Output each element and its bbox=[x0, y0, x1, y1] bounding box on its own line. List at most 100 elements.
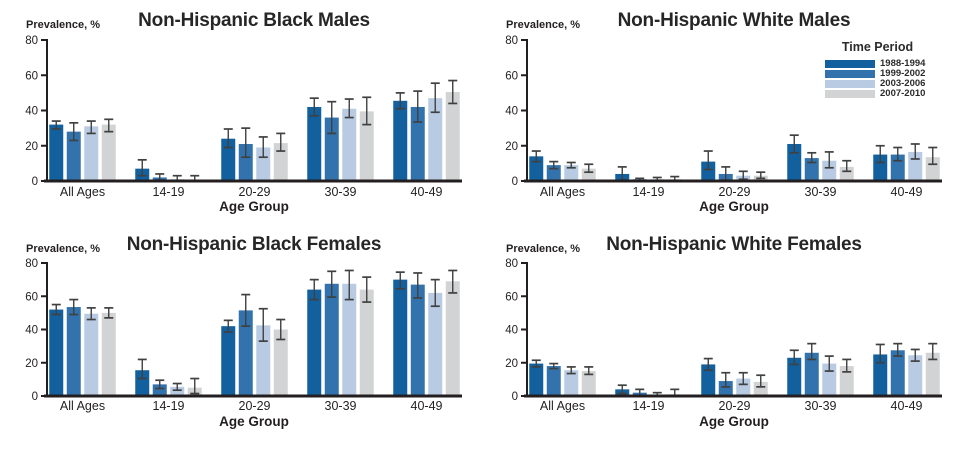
x-axis-label: Age Group bbox=[699, 199, 769, 214]
bar bbox=[221, 138, 236, 181]
x-category-label: All Ages bbox=[540, 399, 585, 413]
bar bbox=[701, 161, 716, 181]
bar bbox=[359, 111, 374, 181]
bar bbox=[581, 371, 596, 396]
bar bbox=[564, 370, 579, 396]
y-tick-label: 60 bbox=[505, 70, 518, 82]
bar bbox=[66, 307, 81, 396]
bar bbox=[49, 309, 64, 396]
x-category-label: 20-29 bbox=[239, 185, 271, 199]
bar bbox=[66, 131, 81, 181]
bar bbox=[307, 289, 322, 396]
bar bbox=[908, 355, 923, 396]
panel-non-hispanic-white-males: 0 20 40 60 80 All Ages 14-19 20-29 30-39 40-49 Pr… bbox=[480, 0, 960, 229]
y-tick-label: 20 bbox=[25, 358, 38, 370]
bar bbox=[152, 384, 167, 396]
x-category-label: 40-49 bbox=[411, 399, 443, 413]
y-axis-label: Prevalence, % bbox=[26, 243, 100, 255]
bar bbox=[393, 100, 408, 181]
x-category-label: 14-19 bbox=[633, 399, 665, 413]
bar bbox=[273, 329, 288, 396]
bar bbox=[701, 364, 716, 396]
legend-label: 2003-2006 bbox=[880, 78, 926, 89]
y-tick-label: 0 bbox=[32, 391, 38, 403]
legend-label: 1999-2002 bbox=[880, 68, 926, 79]
bar bbox=[324, 283, 339, 396]
x-category-label: 14-19 bbox=[153, 399, 185, 413]
bar bbox=[256, 147, 271, 181]
bar bbox=[238, 143, 253, 181]
x-category-label: 30-39 bbox=[325, 399, 357, 413]
panel-non-hispanic-black-females: 0 20 40 60 80 All Ages 14-19 20-29 30-39 40-49 Pr… bbox=[0, 229, 480, 458]
bar bbox=[84, 126, 99, 181]
x-category-label: 30-39 bbox=[805, 185, 837, 199]
x-category-label: 30-39 bbox=[805, 399, 837, 413]
x-category-label: All Ages bbox=[540, 185, 585, 199]
panel-title: Non-Hispanic Black Males bbox=[138, 10, 370, 31]
legend-title: Time Period bbox=[841, 40, 914, 54]
legend-item: 2007-2010 bbox=[825, 89, 943, 99]
bar bbox=[925, 157, 940, 181]
x-category-label: 20-29 bbox=[719, 185, 751, 199]
bar-chart-white-males: 0 20 40 60 80 All Ages 14-19 20-29 30-39 40-49 bbox=[505, 35, 942, 199]
bar bbox=[428, 98, 443, 181]
y-tick-label: 60 bbox=[25, 70, 38, 82]
legend-item: 2003-2006 bbox=[825, 79, 943, 89]
legend-swatch-2007-2010 bbox=[825, 90, 875, 98]
y-tick-label: 80 bbox=[505, 35, 518, 47]
bar bbox=[529, 156, 544, 181]
y-tick-label: 20 bbox=[505, 358, 518, 370]
legend-swatch-1988-1994 bbox=[825, 60, 875, 68]
y-tick-label: 40 bbox=[25, 325, 38, 337]
legend: Time Period 1988-1994 1999-2002 2003-200… bbox=[825, 40, 943, 99]
x-category-label: 30-39 bbox=[325, 185, 357, 199]
y-tick-label: 40 bbox=[505, 325, 518, 337]
bar bbox=[135, 370, 150, 396]
legend-swatch-2003-2006 bbox=[825, 80, 875, 88]
y-tick-label: 80 bbox=[25, 258, 38, 270]
bar bbox=[428, 292, 443, 396]
panel-title: Non-Hispanic White Females bbox=[606, 234, 862, 255]
bar bbox=[342, 108, 357, 181]
bar bbox=[84, 313, 99, 396]
bar bbox=[804, 158, 819, 181]
x-axis-label: Age Group bbox=[699, 414, 769, 429]
bar bbox=[787, 357, 802, 396]
bar-chart-black-males: 0 20 40 60 80 All Ages 14-19 20-29 30-39 40-49 bbox=[25, 35, 462, 199]
bar bbox=[564, 165, 579, 181]
legend-swatch-1999-2002 bbox=[825, 70, 875, 78]
bar-chart-black-females: 0 20 40 60 80 All Ages 14-19 20-29 30-39 40-49 bbox=[25, 258, 462, 413]
bar bbox=[736, 378, 751, 396]
y-tick-label: 0 bbox=[512, 391, 518, 403]
bar bbox=[925, 352, 940, 396]
bar bbox=[101, 312, 116, 396]
bar bbox=[839, 366, 854, 396]
legend-item: 1988-1994 bbox=[825, 59, 943, 69]
x-axis-label: Age Group bbox=[219, 199, 289, 214]
y-tick-label: 20 bbox=[505, 141, 518, 153]
panel-non-hispanic-white-females: 0 20 40 60 80 All Ages 14-19 20-29 30-39 40-49 Pr… bbox=[480, 229, 960, 458]
legend-label: 2007-2010 bbox=[880, 88, 926, 99]
x-category-label: 20-29 bbox=[719, 399, 751, 413]
x-axis-label: Age Group bbox=[219, 414, 289, 429]
bar bbox=[342, 283, 357, 396]
bar bbox=[410, 284, 425, 396]
legend-label: 1988-1994 bbox=[880, 58, 926, 69]
bar bbox=[753, 381, 768, 396]
x-category-label: 14-19 bbox=[633, 185, 665, 199]
x-category-label: 14-19 bbox=[153, 185, 185, 199]
legend-item: 1999-2002 bbox=[825, 69, 943, 79]
bar bbox=[822, 160, 837, 181]
bar bbox=[445, 281, 460, 396]
bar bbox=[307, 106, 322, 181]
bar bbox=[273, 143, 288, 181]
bar bbox=[804, 352, 819, 396]
y-axis-label: Prevalence, % bbox=[506, 19, 580, 31]
x-category-label: All Ages bbox=[60, 399, 105, 413]
bar-chart-white-females: 0 20 40 60 80 All Ages 14-19 20-29 30-39 40-49 bbox=[505, 258, 942, 413]
panel-non-hispanic-black-males: 0 20 40 60 80 All Ages 14-19 20-29 30-39 40-49 Pr… bbox=[0, 0, 480, 229]
x-category-label: 20-29 bbox=[239, 399, 271, 413]
x-category-label: 40-49 bbox=[891, 399, 923, 413]
bar bbox=[101, 124, 116, 181]
